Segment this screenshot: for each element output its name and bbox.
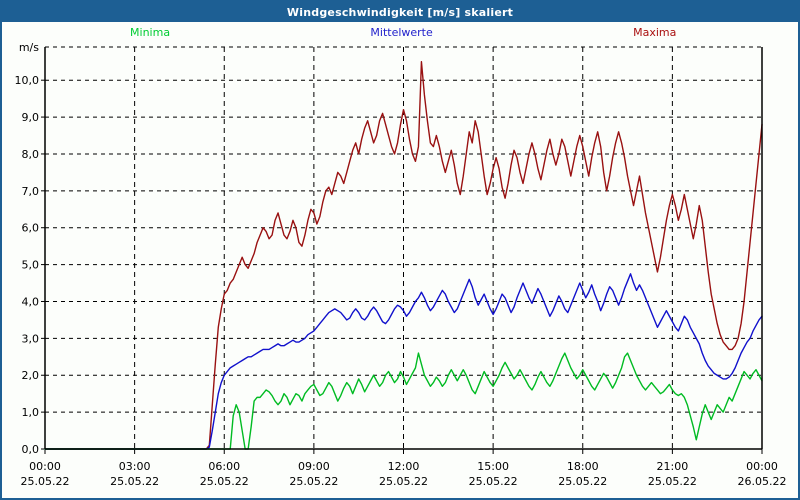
x-axis-tick-date: 25.05.22 — [21, 475, 70, 488]
y-axis-tick-label: 3,0 — [22, 332, 40, 345]
series-line-maxima — [44, 61, 763, 450]
x-axis-tick-time: 18:00 — [567, 460, 599, 473]
x-axis-tick-date: 25.05.22 — [200, 475, 249, 488]
x-axis-tick-time: 21:00 — [657, 460, 689, 473]
legend-label-mittelwerte: Mittelwerte — [370, 26, 433, 39]
x-axis-tick-time: 06:00 — [208, 460, 240, 473]
x-axis-tick-time: 15:00 — [477, 460, 509, 473]
x-axis-tick-date: 25.05.22 — [469, 475, 518, 488]
series-line-mittelwerte — [44, 273, 763, 450]
y-axis-tick-label: 4,0 — [22, 295, 40, 308]
x-axis-tick-time: 09:00 — [298, 460, 330, 473]
x-axis-tick-time: 03:00 — [119, 460, 151, 473]
y-axis-tick-label: 2,0 — [22, 369, 40, 382]
x-axis-tick-date: 26.05.22 — [738, 475, 787, 488]
plot-frame — [44, 47, 763, 450]
y-axis-tick-label: 1,0 — [22, 406, 40, 419]
window-titlebar: Windgeschwindigkeit [m/s] skaliert — [2, 2, 798, 22]
y-axis-tick-label: 8,0 — [22, 148, 40, 161]
x-axis-tick-date: 25.05.22 — [558, 475, 607, 488]
y-axis-tick-label: 5,0 — [22, 259, 40, 272]
y-axis-tick-label: 6,0 — [22, 222, 40, 235]
x-axis-tick-time: 00:00 — [746, 460, 778, 473]
legend-label-minima: Minima — [130, 26, 171, 39]
data-series — [44, 61, 763, 450]
x-axis-tick-date: 25.05.22 — [289, 475, 338, 488]
window-title: Windgeschwindigkeit [m/s] skaliert — [286, 5, 514, 19]
y-axis-ticks: 0,0 1,0 2,0 3,0 4,0 5,0 6,0 7,0 8,0 9,0 10,0 — [15, 74, 45, 456]
gridlines — [45, 46, 762, 450]
x-axis-ticks: 00:00 25.05.22 03:00 25.05.22 06:00 25.05.22 0… — [21, 449, 787, 488]
y-axis-tick-label: 7,0 — [22, 185, 40, 198]
x-axis-tick-date: 25.05.22 — [110, 475, 159, 488]
x-axis-tick-time: 12:00 — [388, 460, 420, 473]
y-axis-tick-label: 0,0 — [22, 443, 40, 456]
chart-legend: Minima Mittelwerte Maxima — [2, 26, 798, 42]
legend-label-maxima: Maxima — [633, 26, 677, 39]
series-line-minima — [44, 352, 763, 450]
y-axis-tick-label: 10,0 — [15, 74, 40, 87]
y-axis-unit-label: m/s — [19, 41, 39, 54]
y-axis-tick-label: 9,0 — [22, 111, 40, 124]
wind-speed-chart: 0,0 1,0 2,0 3,0 4,0 5,0 6,0 7,0 8,0 9,0 10,0 00:00… — [15, 41, 787, 488]
x-axis-tick-date: 25.05.22 — [379, 475, 428, 488]
x-axis-tick-time: 00:00 — [29, 460, 61, 473]
x-axis-tick-date: 25.05.22 — [648, 475, 697, 488]
